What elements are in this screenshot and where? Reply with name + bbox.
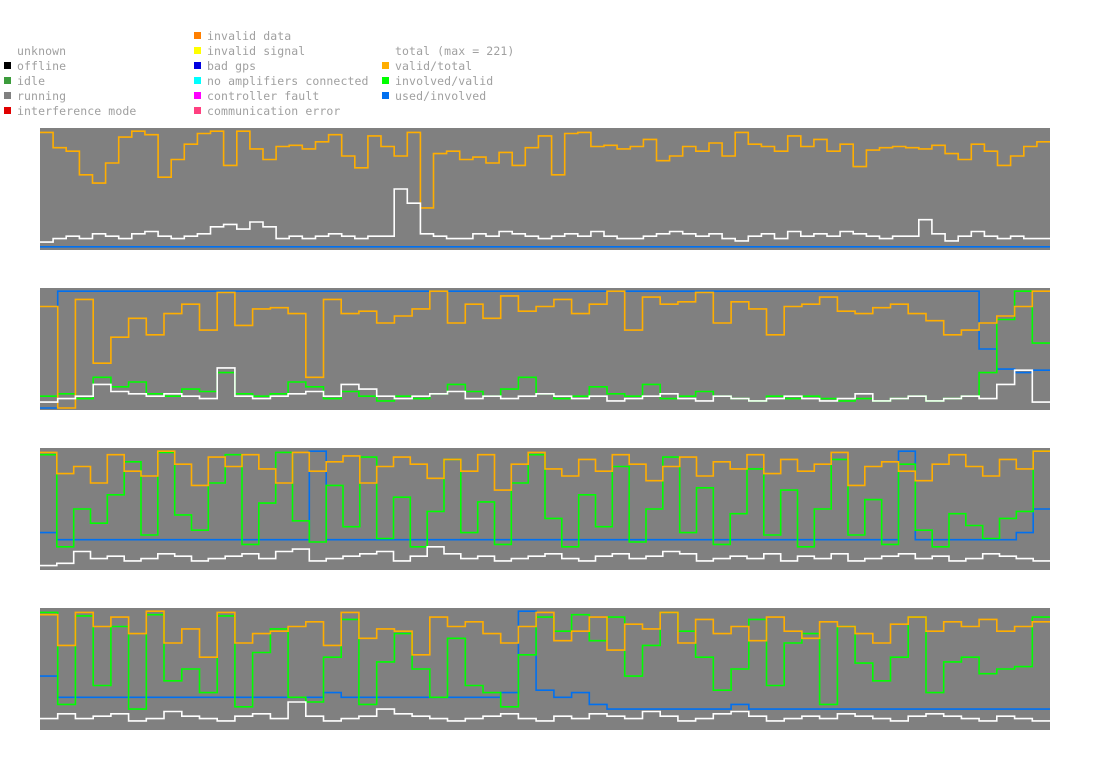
legend-swatch	[4, 92, 11, 99]
legend-swatch	[194, 47, 201, 54]
legend-label: offline	[17, 59, 67, 73]
legend-label: bad gps	[207, 59, 257, 73]
series-line-total	[40, 188, 1050, 243]
legend-label: running	[17, 89, 67, 103]
legend-swatch	[194, 62, 201, 69]
legend-swatch	[4, 62, 11, 69]
series-line-valid-total	[40, 450, 1050, 491]
series-line-total	[40, 701, 1050, 722]
chart-svg	[40, 128, 1050, 250]
legend-label: interference mode	[17, 104, 137, 118]
legend-label: no amplifiers connected	[207, 74, 369, 88]
series-line-valid-total	[40, 610, 1050, 658]
legend-label: valid/total	[395, 59, 473, 73]
legend: unknown offline idle running interference mo…	[0, 0, 1095, 125]
legend-label: used/involved	[395, 89, 487, 103]
legend-swatch	[382, 92, 389, 99]
legend-label: invalid data	[207, 29, 292, 43]
legend-swatch	[4, 107, 11, 114]
chart-svg	[40, 608, 1050, 730]
chart-svg	[40, 448, 1050, 570]
legend-label: controller fault	[207, 89, 320, 103]
series-line-total	[40, 367, 1050, 403]
series-line-involved-valid	[40, 450, 1050, 548]
series-line-valid-total	[40, 290, 1050, 409]
legend-label: idle	[17, 74, 46, 88]
legend-swatch	[194, 107, 201, 114]
chart-panel-3	[40, 448, 1050, 570]
chart-panel-2	[40, 288, 1050, 410]
series-line-used-involved	[40, 450, 1050, 541]
legend-label: unknown	[17, 44, 67, 58]
legend-label: invalid signal	[207, 44, 306, 58]
series-line-involved-valid	[40, 611, 1050, 710]
legend-swatch	[194, 92, 201, 99]
legend-swatch	[194, 32, 201, 39]
legend-label: involved/valid	[395, 74, 494, 88]
legend-label: communication error	[207, 104, 341, 118]
series-line-valid-total	[40, 130, 1050, 209]
legend-swatch	[4, 77, 11, 84]
series-line-used-involved	[40, 610, 1050, 710]
legend-swatch	[194, 77, 201, 84]
chart-panel-4	[40, 608, 1050, 730]
legend-label: total (max = 221)	[395, 44, 515, 58]
chart-panel-1	[40, 128, 1050, 250]
legend-swatch	[382, 62, 389, 69]
series-line-total	[40, 546, 1050, 567]
chart-svg	[40, 288, 1050, 410]
legend-swatch	[382, 77, 389, 84]
series-line-used-involved	[40, 290, 1050, 409]
